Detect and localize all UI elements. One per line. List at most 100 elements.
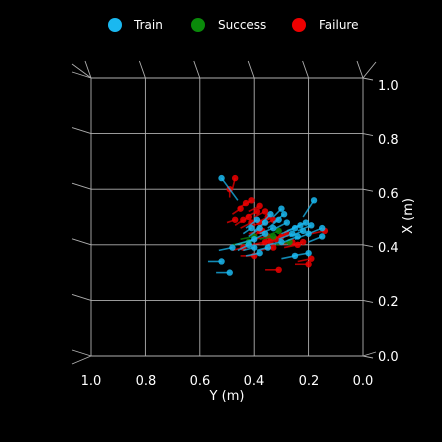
legend-marker-train xyxy=(108,18,122,32)
point-train xyxy=(251,244,258,251)
point-train xyxy=(226,269,233,276)
wall-edge-left xyxy=(71,71,92,79)
x-tick-label: 0.2 xyxy=(378,295,399,310)
frame-edge xyxy=(362,61,377,79)
legend-entry-train: Train xyxy=(108,18,163,32)
point-train xyxy=(302,219,310,226)
point-train xyxy=(256,224,263,232)
legend-label-train: Train xyxy=(133,18,163,32)
x-tick-label: 0.6 xyxy=(378,187,399,202)
trajectory-train xyxy=(302,199,315,218)
point-train xyxy=(253,216,261,223)
point-train xyxy=(294,233,301,240)
wall-edge-right xyxy=(362,355,374,359)
y-axis-ticks: 1.0 0.8 0.6 0.4 0.2 0.0 xyxy=(81,374,374,389)
point-failure xyxy=(275,266,282,274)
wall-edge-left xyxy=(71,182,92,190)
point-failure xyxy=(231,174,239,182)
point-failure xyxy=(305,261,312,268)
point-train xyxy=(245,241,252,248)
point-failure xyxy=(245,213,252,221)
point-train xyxy=(278,238,285,246)
wall-edge-left xyxy=(71,238,92,246)
wall-edge-top xyxy=(302,60,310,79)
frame-edge xyxy=(362,351,377,357)
point-train xyxy=(275,216,282,223)
frame-edge xyxy=(71,63,92,79)
point-failure xyxy=(299,238,307,246)
point-train xyxy=(267,211,274,218)
wall-edge-right xyxy=(362,77,374,81)
wall-edge-top xyxy=(138,60,146,79)
point-train xyxy=(229,244,236,251)
grid xyxy=(71,60,377,365)
frame-edge xyxy=(71,355,92,365)
point-failure xyxy=(248,219,255,226)
y-tick-label: 0.0 xyxy=(353,374,374,389)
y-tick-label: 0.2 xyxy=(299,374,320,389)
trajectory-train xyxy=(220,177,239,201)
point-train xyxy=(264,244,271,251)
point-train xyxy=(283,219,291,226)
point-failure xyxy=(248,197,255,204)
point-train xyxy=(310,197,318,204)
legend-entry-success: Success xyxy=(191,18,266,32)
wall-edge-top xyxy=(356,60,364,79)
point-train xyxy=(218,258,225,265)
x-tick-label: 0.0 xyxy=(378,350,399,365)
point-failure xyxy=(261,208,269,215)
point-train xyxy=(308,222,315,229)
y-axis-label: Y (m) xyxy=(209,389,245,404)
wall-edge-top xyxy=(193,60,201,79)
point-train xyxy=(305,230,312,237)
point-train xyxy=(291,252,299,260)
x-axis-label: X (m) xyxy=(401,198,416,234)
point-train xyxy=(319,233,326,240)
point-success xyxy=(275,227,282,235)
wall-edge-top xyxy=(247,60,255,79)
point-train xyxy=(270,224,277,232)
wall-edge-right xyxy=(362,133,374,137)
point-failure xyxy=(240,216,247,223)
point-train xyxy=(319,224,326,232)
point-train xyxy=(278,205,285,212)
y-tick-label: 0.8 xyxy=(136,374,157,389)
legend-marker-failure xyxy=(292,18,306,32)
point-train xyxy=(248,224,255,232)
data-marks xyxy=(207,174,329,276)
x-tick-label: 0.8 xyxy=(378,133,399,148)
x-axis-ticks: 0.0 0.2 0.4 0.6 0.8 1.0 xyxy=(378,79,399,365)
legend-label-failure: Failure xyxy=(319,18,358,32)
wall-edge-right xyxy=(362,188,374,192)
point-failure xyxy=(231,216,239,223)
legend-entry-failure: Failure xyxy=(292,18,358,32)
y-tick-label: 0.4 xyxy=(244,374,265,389)
legend: Train Success Failure xyxy=(108,18,358,32)
y-tick-label: 1.0 xyxy=(81,374,102,389)
wall-edge-left xyxy=(71,293,92,301)
point-failure xyxy=(253,208,261,215)
point-success xyxy=(270,233,277,240)
point-train xyxy=(261,219,269,226)
legend-label-success: Success xyxy=(218,18,266,32)
point-train xyxy=(256,249,263,257)
wall-edge-right xyxy=(362,299,374,303)
point-failure xyxy=(270,244,277,251)
point-failure xyxy=(261,238,269,246)
x-tick-label: 1.0 xyxy=(378,79,399,94)
point-train xyxy=(280,211,288,218)
wall-edge-left xyxy=(71,349,92,357)
wall-edge-top xyxy=(84,60,92,79)
y-tick-label: 0.6 xyxy=(190,374,211,389)
point-train xyxy=(305,249,312,257)
x-tick-label: 0.4 xyxy=(378,241,399,256)
wall-edge-left xyxy=(71,127,92,135)
point-train xyxy=(289,230,296,237)
point-train xyxy=(218,174,225,182)
legend-marker-success xyxy=(191,18,205,32)
wall-edge-right xyxy=(362,244,374,248)
point-failure xyxy=(256,202,263,210)
point-failure xyxy=(308,255,315,262)
